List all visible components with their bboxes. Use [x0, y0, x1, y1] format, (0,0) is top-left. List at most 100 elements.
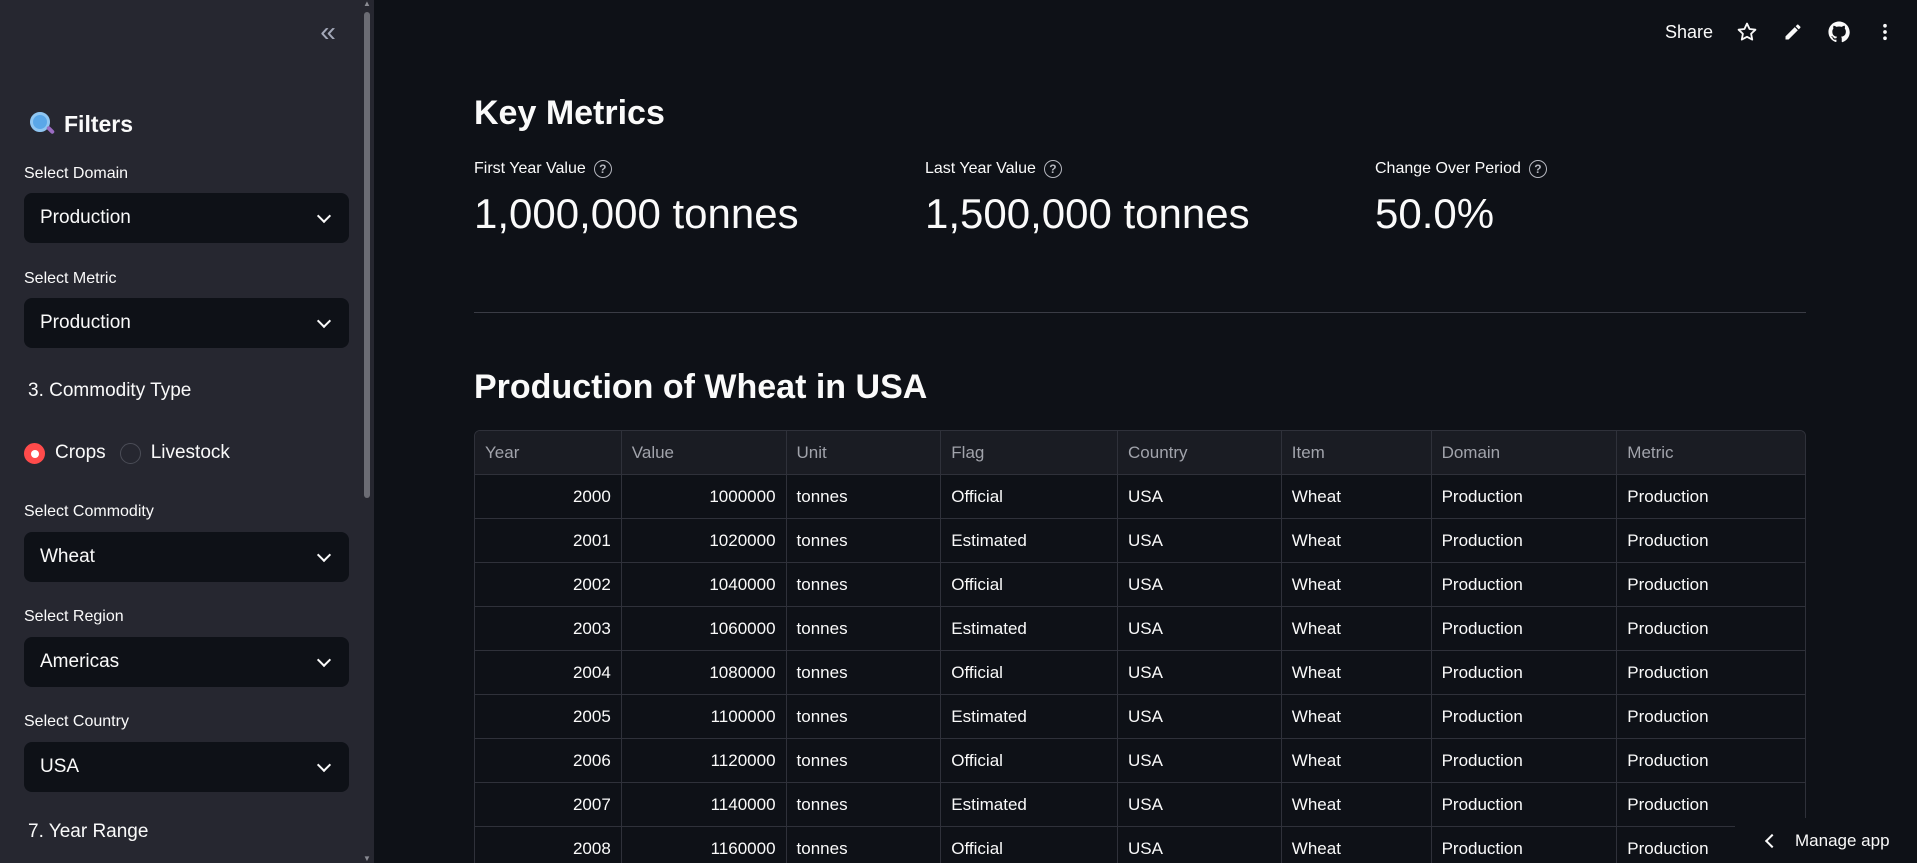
scroll-up-icon[interactable]: ▲ — [363, 0, 371, 8]
table-cell[interactable]: Production — [1432, 563, 1618, 606]
table-row[interactable]: 2005 1100000 tonnes Estimated USA Wheat Produc… — [475, 695, 1805, 739]
column-header[interactable]: Value — [622, 431, 787, 474]
column-header[interactable]: Flag — [941, 431, 1119, 474]
table-cell[interactable]: Production — [1432, 519, 1618, 562]
country-select[interactable]: USA — [24, 742, 349, 792]
table-cell[interactable]: Production — [1627, 750, 1709, 770]
column-header[interactable]: Unit — [787, 431, 942, 474]
table-cell[interactable]: tonnes — [787, 607, 942, 650]
table-cell[interactable]: Production — [1627, 486, 1709, 506]
data-table[interactable]: Year Value Unit Flag Country Item Domain Metric… — [474, 430, 1806, 863]
table-cell[interactable]: Production — [1627, 838, 1709, 858]
table-cell[interactable]: Production — [1627, 662, 1709, 682]
table-cell[interactable]: tonnes — [787, 563, 942, 606]
table-row[interactable]: 2006 1120000 tonnes Official USA Wheat Product… — [475, 739, 1805, 783]
table-cell[interactable]: USA — [1118, 827, 1282, 863]
table-row[interactable]: 2003 1060000 tonnes Estimated USA Wheat Produc… — [475, 607, 1805, 651]
column-header[interactable]: Item — [1282, 431, 1432, 474]
table-cell[interactable]: Production — [1627, 706, 1709, 726]
share-button[interactable]: Share — [1664, 21, 1713, 42]
table-cell[interactable]: 1000000 — [622, 475, 787, 518]
table-cell[interactable]: USA — [1118, 739, 1282, 782]
sidebar-scrollbar[interactable] — [364, 12, 370, 498]
table-cell[interactable]: Production — [1432, 783, 1618, 826]
radio-crops[interactable]: Crops — [24, 442, 106, 464]
table-cell[interactable]: 2000 — [475, 475, 622, 518]
table-cell[interactable]: 1100000 — [622, 695, 787, 738]
table-cell[interactable]: Wheat — [1282, 475, 1432, 518]
table-row[interactable]: 2000 1000000 tonnes Official USA Wheat Product… — [475, 475, 1805, 519]
table-cell[interactable]: Official — [941, 827, 1119, 863]
table-cell[interactable]: 2003 — [475, 607, 622, 650]
table-cell[interactable]: tonnes — [787, 519, 942, 562]
column-header[interactable]: Metric — [1627, 442, 1674, 462]
table-cell[interactable]: Production — [1432, 607, 1618, 650]
table-cell[interactable]: Production — [1432, 475, 1618, 518]
table-cell[interactable]: Wheat — [1282, 651, 1432, 694]
table-row[interactable]: 2004 1080000 tonnes Official USA Wheat Product… — [475, 651, 1805, 695]
collapse-sidebar-icon[interactable]: « — [320, 16, 336, 47]
table-cell[interactable]: Production — [1432, 827, 1618, 863]
table-cell[interactable]: USA — [1118, 475, 1282, 518]
help-circle-icon[interactable]: ? — [593, 160, 612, 178]
table-cell[interactable]: 1020000 — [622, 519, 787, 562]
table-cell[interactable]: 1080000 — [622, 651, 787, 694]
table-cell[interactable]: USA — [1118, 651, 1282, 694]
table-cell[interactable]: Estimated — [941, 519, 1119, 562]
table-cell[interactable]: Production — [1627, 618, 1709, 638]
table-row[interactable]: 2001 1020000 tonnes Estimated USA Wheat Produc… — [475, 519, 1805, 563]
table-cell[interactable]: tonnes — [787, 739, 942, 782]
table-cell[interactable]: Production — [1432, 739, 1618, 782]
table-cell[interactable]: Estimated — [941, 695, 1119, 738]
commodity-select[interactable]: Wheat — [24, 532, 349, 582]
table-cell[interactable]: Estimated — [941, 783, 1119, 826]
domain-select[interactable]: Production — [24, 193, 349, 243]
table-cell[interactable]: Official — [941, 475, 1119, 518]
table-cell[interactable]: tonnes — [787, 695, 942, 738]
table-cell[interactable]: 2002 — [475, 563, 622, 606]
table-cell[interactable]: Official — [941, 739, 1119, 782]
table-cell[interactable]: 2006 — [475, 739, 622, 782]
table-cell[interactable]: Wheat — [1282, 695, 1432, 738]
column-header[interactable]: Country — [1118, 431, 1282, 474]
table-cell[interactable]: Official — [941, 651, 1119, 694]
table-row[interactable]: 2007 1140000 tonnes Estimated USA Wheat Produc… — [475, 783, 1805, 827]
table-cell[interactable]: Official — [941, 563, 1119, 606]
column-header[interactable]: Domain — [1432, 431, 1618, 474]
table-cell[interactable]: USA — [1118, 607, 1282, 650]
help-circle-icon[interactable]: ? — [1528, 160, 1547, 178]
table-cell[interactable]: Wheat — [1282, 827, 1432, 863]
table-cell[interactable]: 2001 — [475, 519, 622, 562]
table-cell[interactable]: 1060000 — [622, 607, 787, 650]
radio-livestock[interactable]: Livestock — [119, 442, 230, 464]
table-row[interactable]: 2002 1040000 tonnes Official USA Wheat Product… — [475, 563, 1805, 607]
table-row[interactable]: 2008 1160000 tonnes Official USA Wheat Product… — [475, 827, 1805, 863]
table-cell[interactable]: 2004 — [475, 651, 622, 694]
table-cell[interactable]: 1040000 — [622, 563, 787, 606]
table-cell[interactable]: 1160000 — [622, 827, 787, 863]
github-icon[interactable] — [1827, 20, 1851, 44]
table-cell[interactable]: Wheat — [1282, 519, 1432, 562]
table-cell[interactable]: USA — [1118, 563, 1282, 606]
table-cell[interactable]: 2007 — [475, 783, 622, 826]
column-header[interactable]: Year — [475, 431, 622, 474]
pencil-icon[interactable] — [1781, 20, 1805, 44]
star-icon[interactable] — [1735, 20, 1759, 44]
scroll-down-icon[interactable]: ▼ — [363, 854, 371, 863]
table-cell[interactable]: tonnes — [787, 783, 942, 826]
help-circle-icon[interactable]: ? — [1043, 160, 1062, 178]
table-cell[interactable]: Production — [1627, 574, 1709, 594]
table-cell[interactable]: Wheat — [1282, 783, 1432, 826]
manage-app-button[interactable]: Manage app — [1735, 818, 1917, 863]
table-cell[interactable]: tonnes — [787, 827, 942, 863]
table-cell[interactable]: 2005 — [475, 695, 622, 738]
metric-select[interactable]: Production — [24, 298, 349, 348]
table-cell[interactable]: Production — [1432, 651, 1618, 694]
more-vertical-icon[interactable] — [1873, 20, 1897, 44]
table-cell[interactable]: 2008 — [475, 827, 622, 863]
table-cell[interactable]: Production — [1627, 794, 1709, 814]
table-cell[interactable]: Production — [1627, 530, 1709, 550]
table-cell[interactable]: tonnes — [787, 651, 942, 694]
table-cell[interactable]: USA — [1118, 695, 1282, 738]
table-cell[interactable]: Estimated — [941, 607, 1119, 650]
